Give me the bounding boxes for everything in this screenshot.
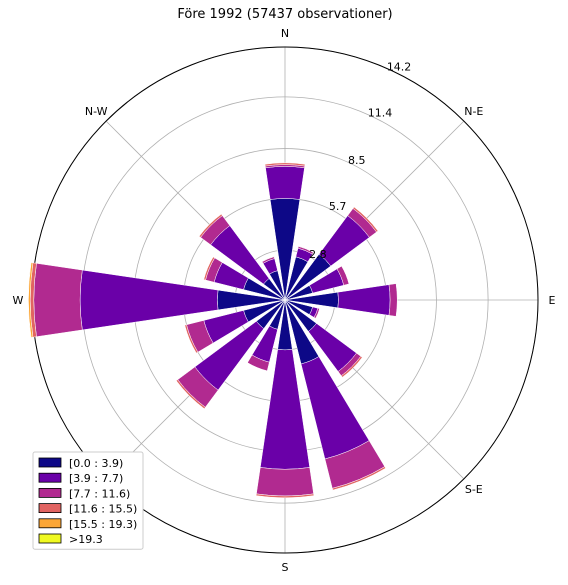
wind-bar-segment (297, 246, 314, 255)
legend: [0.0 : 3.9) [3.9 : 7.7) [7.7 : 11.6) [11.6 … (32, 451, 144, 550)
wind-bar-segment (332, 466, 386, 491)
wind-bar-segment (255, 493, 315, 498)
direction-label: S (282, 561, 289, 574)
legend-swatch (38, 518, 62, 529)
radial-tick-label: 11.4 (368, 106, 393, 119)
wind-bar-segment (352, 206, 379, 233)
legend-entry: [11.6 : 15.5) (69, 503, 137, 516)
chart-title: Före 1992 (57437 observationer) (177, 7, 392, 22)
wind-bar-segment (265, 166, 305, 200)
legend-entry: [15.5 : 19.3) (69, 518, 137, 531)
legend-entry: [3.9 : 7.7) (69, 472, 123, 485)
wind-bar-segment (203, 256, 216, 281)
wind-bar-segment (388, 283, 398, 317)
legend-swatch (38, 457, 62, 468)
wind-bar-segment (336, 265, 350, 286)
wind-bar-segment (300, 356, 370, 460)
legend-swatch (38, 472, 62, 483)
direction-label: N-E (464, 105, 483, 118)
wind-bar-segment (264, 162, 306, 167)
wind-bar-segment (313, 307, 320, 319)
legend-swatch (38, 487, 62, 498)
wind-bar-segment (277, 299, 293, 351)
legend-swatch (38, 533, 62, 544)
wind-bar-segment (337, 284, 391, 316)
wind-bar-segment (28, 262, 34, 338)
wind-bar-segment (247, 354, 270, 372)
wind-bars (28, 162, 398, 498)
direction-label: N (281, 27, 289, 40)
legend-entry: [7.7 : 11.6) (69, 487, 130, 500)
legend-entry: [0.0 : 3.9) (69, 457, 123, 470)
direction-label: W (13, 294, 24, 307)
wind-bar-segment (340, 355, 363, 378)
legend-swatch (38, 503, 62, 514)
wind-bar-segment (184, 324, 199, 354)
radial-tick-label: 14.2 (387, 60, 412, 73)
wind-bar-segment (256, 467, 314, 497)
wind-bar-segment (284, 291, 339, 309)
wind-bar-segment (175, 379, 206, 410)
direction-label: S-E (465, 483, 483, 496)
wind-bar-segment (217, 289, 286, 311)
radial-tick-label: 8.5 (348, 154, 366, 167)
wind-bar-segment (198, 213, 223, 238)
direction-label: E (549, 294, 556, 307)
wind-bar-segment (79, 269, 219, 331)
legend-entry: >19.3 (69, 533, 103, 546)
wind-bar-segment (33, 263, 83, 337)
radial-tick-label: 2.8 (309, 248, 327, 261)
radial-tick-label: 5.7 (329, 200, 347, 213)
direction-label: N-W (85, 105, 108, 118)
wind-bar-segment (269, 198, 301, 301)
wind-bar-segment (261, 256, 275, 264)
